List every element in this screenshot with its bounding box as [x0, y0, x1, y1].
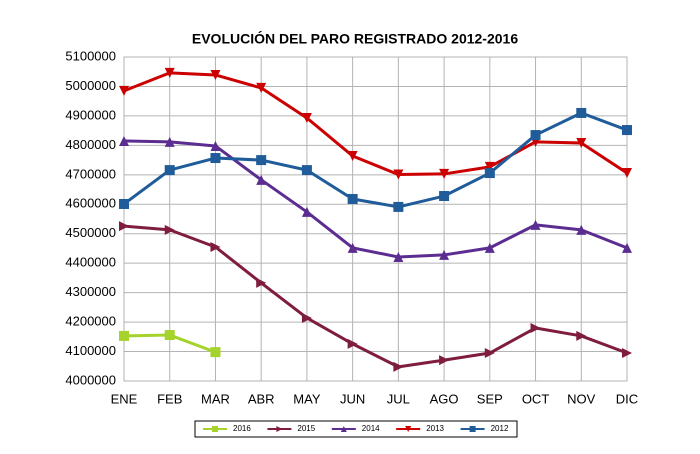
marker — [530, 219, 541, 230]
marker — [622, 168, 632, 179]
marker — [439, 249, 450, 260]
marker — [256, 82, 267, 93]
marker — [622, 125, 632, 136]
marker — [622, 242, 632, 253]
marker — [164, 224, 175, 235]
marker — [119, 221, 129, 232]
marker — [530, 322, 541, 333]
x-tick-label: ENE — [111, 391, 138, 406]
marker — [210, 140, 221, 151]
y-tick-label: 4000000 — [65, 372, 116, 387]
marker — [439, 355, 450, 366]
marker — [164, 330, 175, 341]
marker — [576, 330, 587, 341]
marker — [119, 198, 129, 209]
x-tick-label: OCT — [522, 391, 550, 406]
plot-frame — [123, 56, 628, 382]
marker — [347, 193, 358, 204]
y-tick-label: 4300000 — [65, 284, 116, 299]
y-tick-label: 4200000 — [65, 314, 116, 329]
x-tick-label: DIC — [616, 391, 638, 406]
marker — [212, 426, 218, 432]
x-tick-label: MAY — [293, 391, 321, 406]
marker — [393, 201, 404, 212]
marker — [347, 338, 358, 349]
y-tick-label: 5100000 — [65, 48, 116, 63]
x-tick-label: ABR — [248, 391, 275, 406]
marker — [210, 241, 221, 252]
x-tick-label: JUN — [340, 391, 365, 406]
marker — [210, 347, 221, 358]
marker — [276, 426, 283, 432]
y-tick-label: 4700000 — [65, 166, 116, 181]
x-tick-label: MAR — [201, 391, 230, 406]
marker — [469, 426, 476, 432]
legend-label: 2016 — [233, 424, 251, 433]
series-line — [123, 224, 628, 369]
legend-label: 2012 — [491, 424, 509, 433]
marker — [256, 277, 267, 288]
marker — [484, 168, 495, 179]
marker — [393, 251, 404, 262]
marker — [119, 135, 129, 146]
marker — [393, 169, 404, 180]
marker — [164, 165, 175, 176]
marker — [393, 361, 404, 372]
x-tick-label: FEB — [157, 391, 182, 406]
marker — [119, 85, 129, 96]
x-tick-label: JUL — [387, 391, 410, 406]
marker — [210, 153, 221, 164]
marker — [119, 330, 129, 341]
y-tick-label: 4900000 — [65, 107, 116, 122]
marker — [530, 130, 541, 141]
marker — [164, 67, 175, 78]
y-tick-label: 4500000 — [65, 225, 116, 240]
marker — [439, 191, 450, 202]
x-tick-label: AGO — [430, 391, 459, 406]
chart-title: EVOLUCIÓN DEL PARO REGISTRADO 2012-2016 — [192, 30, 518, 47]
x-tick-label: SEP — [477, 391, 503, 406]
y-tick-label: 4400000 — [65, 255, 116, 270]
y-tick-label: 5000000 — [65, 78, 116, 93]
marker — [340, 426, 347, 432]
marker — [347, 242, 358, 253]
marker — [439, 168, 450, 179]
marker — [256, 155, 267, 166]
marker — [576, 224, 587, 235]
legend-label: 2013 — [426, 424, 444, 433]
marker — [347, 150, 358, 161]
legend-box — [194, 420, 518, 438]
marker — [484, 242, 495, 253]
series-line — [123, 139, 628, 259]
marker — [484, 348, 495, 359]
marker — [256, 174, 267, 185]
marker — [301, 165, 312, 176]
legend-label: 2014 — [362, 424, 380, 433]
series-line — [123, 71, 628, 177]
legend: 2016 2015 2014 2013 2012 — [194, 420, 518, 438]
marker — [164, 136, 175, 147]
series-line — [123, 111, 628, 209]
y-tick-label: 4100000 — [65, 343, 116, 358]
marker — [301, 312, 312, 323]
y-tick-label: 4800000 — [65, 137, 116, 152]
y-tick-label: 4600000 — [65, 196, 116, 211]
legend-label: 2015 — [297, 424, 315, 433]
marker — [576, 138, 587, 149]
marker — [301, 206, 312, 217]
marker — [484, 161, 495, 172]
marker — [576, 107, 587, 118]
marker — [405, 426, 412, 432]
marker — [210, 69, 221, 80]
marker — [301, 112, 312, 123]
x-tick-label: NOV — [567, 391, 596, 406]
marker — [622, 348, 632, 359]
